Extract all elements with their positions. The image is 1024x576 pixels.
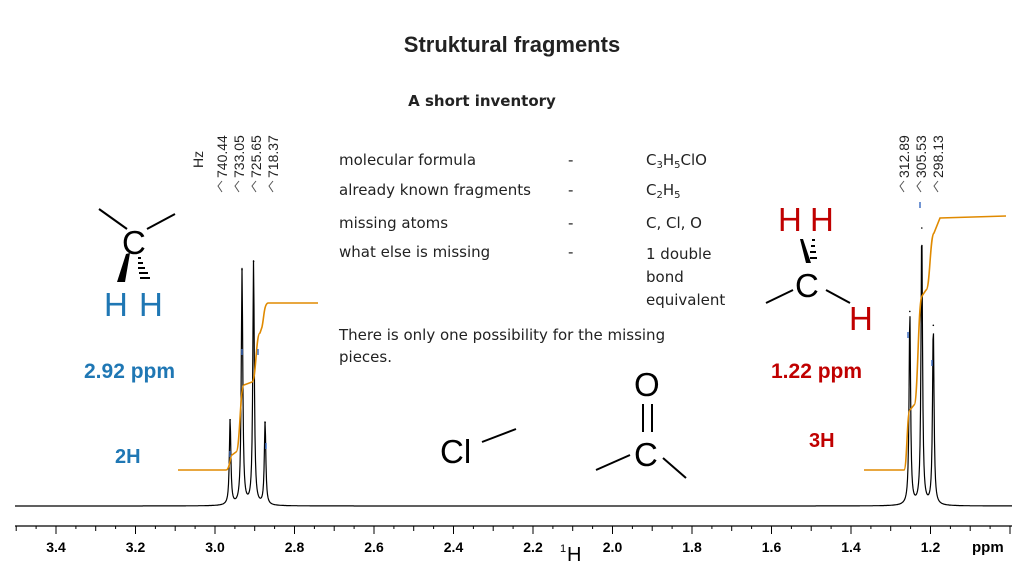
page-subtitle: A short inventory xyxy=(408,92,556,110)
x-tick-label: 3.2 xyxy=(126,539,146,555)
integral-curve-3H xyxy=(864,215,1007,471)
x-tick-label: 1.6 xyxy=(762,539,782,555)
carbonyl-carbon: C xyxy=(634,436,658,473)
ch3-carbon-atom: C xyxy=(795,267,819,304)
x-axis-ticks: 3.4 3.2 3.0 2.8 2.6 2.4 2.2 2.0 1.8 1.6 1.4 1.2 xyxy=(15,526,1011,555)
peak-point-305.53 xyxy=(921,227,923,229)
spectrum-line xyxy=(15,244,1012,507)
inventory-value-formula: C3H5ClO xyxy=(646,151,707,171)
ch3-hash-bond xyxy=(810,239,817,259)
inventory-label-2: already known fragments xyxy=(339,181,531,199)
x-tick-label: 3.0 xyxy=(205,539,225,555)
chlorine-bond xyxy=(481,428,517,443)
inventory-value-known: C2H5 xyxy=(646,181,681,201)
x-tick-label: 1.4 xyxy=(841,539,861,555)
carbonyl-fragment: O C xyxy=(595,366,687,479)
peak-point-725.65 xyxy=(252,260,255,263)
ch2-wedge-bond xyxy=(117,253,130,282)
ch3-hydrogen-3: H xyxy=(849,300,873,337)
x-tick-label: 1.2 xyxy=(921,539,941,555)
carbonyl-bond-left xyxy=(595,454,631,471)
x-tick-label: 2.6 xyxy=(364,539,384,555)
inventory-dash-3: - xyxy=(568,214,574,232)
x-tick-label: 2.4 xyxy=(444,539,464,555)
inventory-label-4: what else is missing xyxy=(339,243,491,261)
inventory-label-3: missing atoms xyxy=(339,214,449,232)
x-tick-label: 2.0 xyxy=(603,539,623,555)
ch3-bond-left xyxy=(765,289,794,304)
ch3-bond-right xyxy=(825,289,851,304)
page-title: Struktural fragments xyxy=(403,32,621,57)
ch3-fragment: H H C H xyxy=(765,201,873,337)
ch2-bond-right xyxy=(146,213,176,230)
peak-markers xyxy=(229,202,935,457)
x-tick-label: 3.4 xyxy=(46,539,66,555)
ch3-hydrogen-2: H xyxy=(810,201,834,238)
inventory-label-1: molecular formula xyxy=(339,151,477,169)
integral-curve-2H xyxy=(178,302,318,471)
carbonyl-bond-right xyxy=(662,457,687,479)
peak-point-718.37 xyxy=(264,421,266,424)
inventory-dash-2: - xyxy=(568,181,574,199)
ch2-carbon-atom: C xyxy=(122,224,146,261)
peak-point-298.13 xyxy=(932,324,935,327)
ch2-hash-bond xyxy=(138,257,150,279)
nucleus-mass-label: 1 xyxy=(560,543,566,555)
inventory-value-missing: C, Cl, O xyxy=(646,214,702,232)
peak-point-312.89 xyxy=(909,310,911,313)
inventory-value-dbe: 1 double bond equivalent xyxy=(646,245,726,309)
ch3-wedge-bond xyxy=(800,239,811,263)
note-text: There is only one possibility for the mi… xyxy=(339,326,666,366)
x-tick-label: 2.2 xyxy=(523,539,543,555)
x-axis-unit: ppm xyxy=(972,539,1004,556)
x-tick-label: 1.8 xyxy=(682,539,702,555)
chlorine-atom: Cl xyxy=(440,433,471,470)
peak-point-740.44 xyxy=(229,419,231,421)
spectrum-plot xyxy=(15,244,1012,507)
ch2-hydrogen-1: H xyxy=(104,286,128,323)
ch3-hydrogen-1: H xyxy=(778,201,802,238)
shift-label-ch3: 1.22 ppm xyxy=(771,360,863,383)
ch2-fragment: C H H xyxy=(98,208,176,323)
chloro-fragment: Cl xyxy=(440,428,517,470)
ch2-bond-left xyxy=(98,208,128,230)
inventory-dash-1: - xyxy=(568,151,574,169)
nucleus-label: H xyxy=(567,544,581,566)
ch2-hydrogen-2: H xyxy=(139,286,163,323)
integral-curves xyxy=(178,215,1007,471)
carbonyl-oxygen: O xyxy=(634,366,660,403)
integral-label-3h: 3H xyxy=(809,430,835,452)
inventory-dash-4: - xyxy=(568,243,574,261)
integral-label-2h: 2H xyxy=(115,446,141,468)
x-tick-label: 2.8 xyxy=(285,539,305,555)
peak-point-733.05 xyxy=(241,268,243,271)
shift-label-ch2: 2.92 ppm xyxy=(84,360,176,383)
peak-label-connectors xyxy=(217,180,939,193)
